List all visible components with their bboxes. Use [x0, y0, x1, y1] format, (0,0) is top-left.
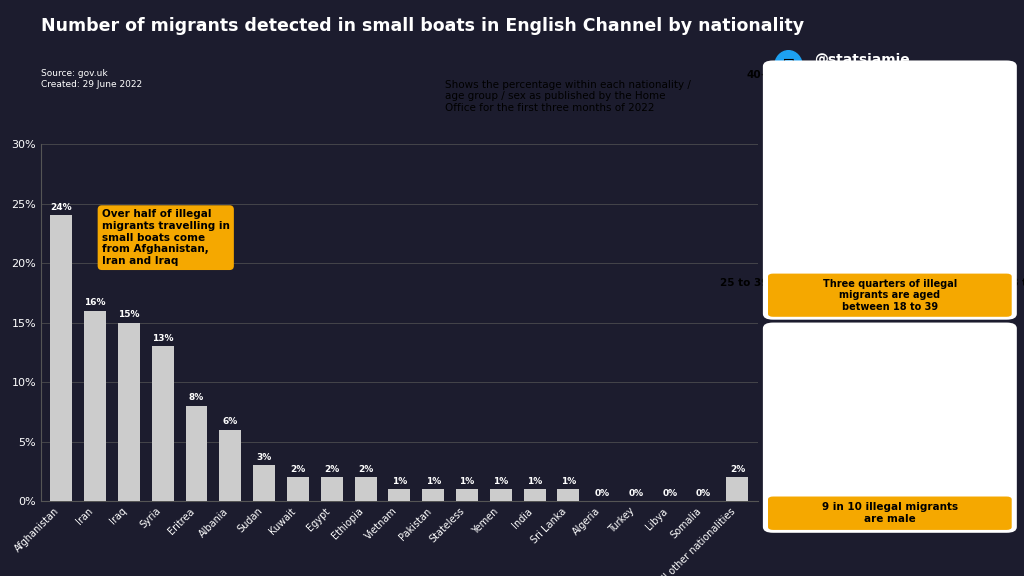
Text: 11%: 11%: [916, 461, 956, 479]
Text: 1%: 1%: [561, 477, 577, 486]
Text: 0%: 0%: [663, 488, 678, 498]
Circle shape: [774, 51, 803, 82]
Text: Female: Female: [911, 380, 962, 393]
Text: 13%: 13%: [152, 334, 173, 343]
Text: 3%: 3%: [256, 453, 271, 462]
Text: 89%: 89%: [812, 461, 851, 479]
Text: 15%: 15%: [118, 310, 139, 319]
Bar: [253, 465, 275, 501]
Circle shape: [817, 361, 846, 382]
Text: 40+: 40+: [746, 70, 770, 80]
Text: Over half of illegal
migrants travelling in
small boats come
from Afghanistan,
I: Over half of illegal migrants travelling…: [101, 210, 229, 266]
Text: Source: gov.uk
Created: 29 June 2022: Source: gov.uk Created: 29 June 2022: [41, 69, 142, 89]
Text: 1%: 1%: [527, 477, 543, 486]
Wedge shape: [813, 128, 903, 274]
Text: Number of migrants detected in small boats in English Channel by nationality: Number of migrants detected in small boa…: [41, 17, 804, 35]
Text: Under 18: Under 18: [914, 70, 968, 80]
Bar: [84, 310, 106, 501]
Bar: [523, 489, 546, 501]
Text: 2%: 2%: [358, 465, 373, 473]
Text: 24%: 24%: [50, 203, 72, 212]
Circle shape: [926, 389, 947, 406]
Text: 9 in 10 illegal migrants
are male: 9 in 10 illegal migrants are male: [822, 502, 957, 524]
Text: @statsjamie: @statsjamie: [814, 54, 910, 67]
Text: 2%: 2%: [730, 465, 745, 473]
Text: 1%: 1%: [460, 477, 474, 486]
Bar: [185, 406, 208, 501]
Text: 0%: 0%: [696, 488, 712, 498]
Bar: [354, 478, 377, 501]
Text: 2%: 2%: [290, 465, 305, 473]
Wedge shape: [897, 155, 969, 272]
Bar: [50, 215, 73, 501]
Text: 16%: 16%: [906, 140, 933, 150]
Text: 2%: 2%: [325, 465, 339, 473]
Bar: [557, 489, 580, 501]
Bar: [456, 489, 478, 501]
Text: Shows the percentage within each nationality /
age group / sex as published by t: Shows the percentage within each nationa…: [445, 80, 691, 113]
Text: 🐦: 🐦: [782, 57, 795, 75]
Text: 8%: 8%: [866, 134, 886, 145]
Wedge shape: [891, 118, 957, 175]
Text: 18 to 24: 18 to 24: [1004, 278, 1024, 289]
Text: 44%: 44%: [822, 210, 849, 220]
Wedge shape: [853, 118, 891, 162]
Bar: [726, 478, 749, 501]
Bar: [118, 323, 140, 501]
Text: 0%: 0%: [595, 488, 609, 498]
Text: 31%: 31%: [931, 215, 957, 225]
Text: 1%: 1%: [426, 477, 440, 486]
Text: 1%: 1%: [494, 477, 509, 486]
Bar: [219, 430, 242, 501]
Text: Three quarters of illegal
migrants are aged
between 18 to 39: Three quarters of illegal migrants are a…: [822, 279, 957, 312]
Bar: [489, 489, 512, 501]
Text: 25 to 39: 25 to 39: [720, 278, 768, 289]
Text: 6%: 6%: [222, 417, 238, 426]
Text: 0%: 0%: [629, 488, 644, 498]
Text: 8%: 8%: [188, 393, 204, 402]
Bar: [388, 489, 411, 501]
Bar: [321, 478, 343, 501]
Bar: [422, 489, 444, 501]
Polygon shape: [918, 423, 955, 444]
Text: 16%: 16%: [84, 298, 105, 307]
Bar: [152, 346, 174, 501]
Bar: [287, 478, 309, 501]
Text: Male: Male: [815, 346, 848, 359]
Text: 1%: 1%: [392, 477, 407, 486]
